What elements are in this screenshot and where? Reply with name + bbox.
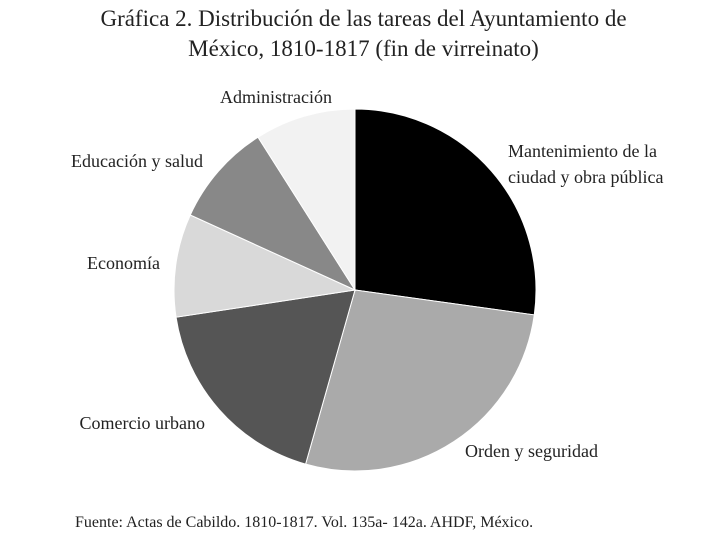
source-note: Fuente: Actas de Cabildo. 1810-1817. Vol… (75, 514, 534, 531)
pie-slice (257, 108, 356, 292)
pie-slice (354, 108, 537, 316)
pie-slice (189, 136, 357, 292)
slice-label: Economía (87, 253, 160, 273)
slice-label: Orden y seguridad (465, 441, 598, 461)
slice-label: Comercio urbano (79, 413, 205, 433)
pie-slice (304, 289, 535, 472)
slice-label: Educación y salud (71, 151, 203, 171)
slice-label: Administración (220, 87, 332, 107)
pie-slice (175, 289, 356, 465)
pie-slice (173, 214, 357, 318)
chart-title: Gráfica 2. Distribución de las tareas de… (100, 6, 627, 61)
slice-label: Mantenimiento de la ciudad y obra públic… (508, 141, 664, 187)
